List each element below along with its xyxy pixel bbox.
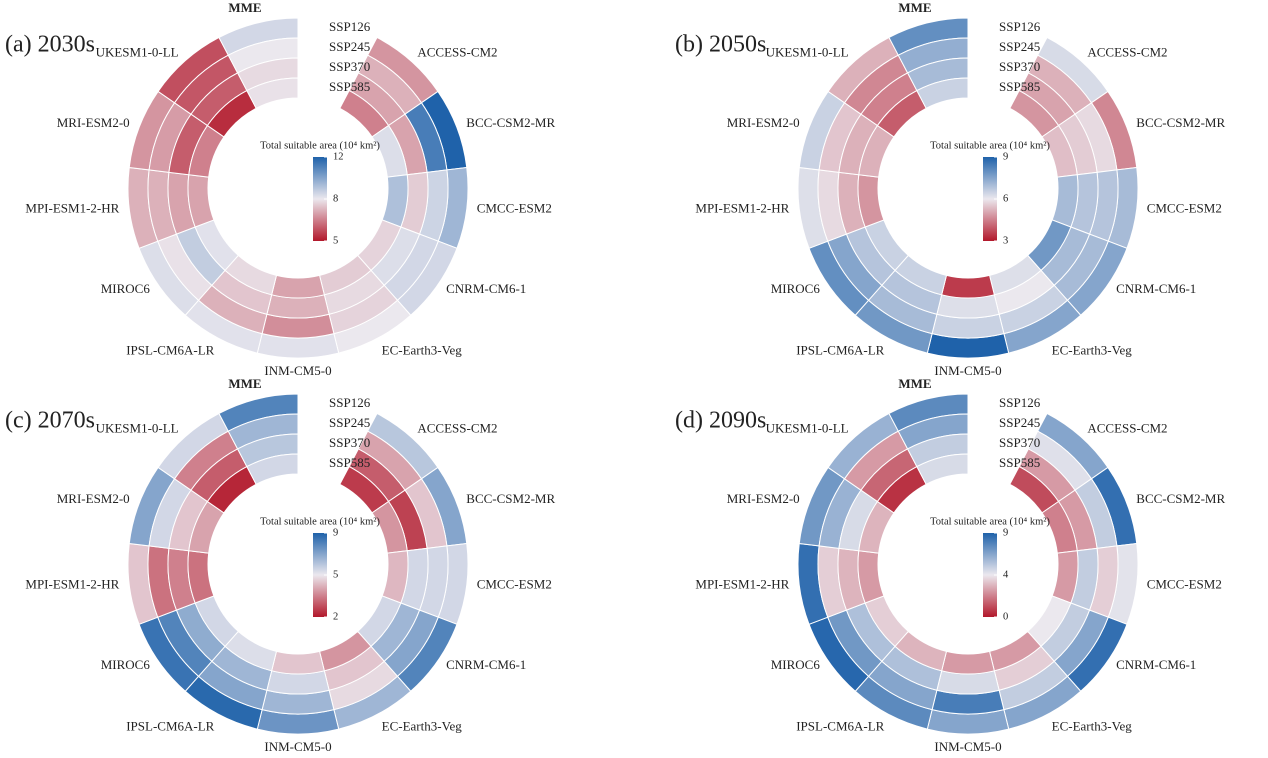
category-label: MRI-ESM2-0	[727, 115, 800, 130]
ring-label: SSP126	[329, 395, 371, 410]
colorbar-tick-label: 9	[1003, 527, 1008, 538]
category-label: UKESM1-0-LL	[766, 420, 849, 435]
category-label: MIROC6	[101, 281, 151, 296]
category-label: MRI-ESM2-0	[57, 115, 130, 130]
colorbar-tick-label: 0	[1003, 611, 1008, 622]
ring-label: SSP370	[999, 59, 1040, 74]
category-label: ACCESS-CM2	[1087, 420, 1167, 435]
colorbar	[313, 533, 327, 617]
ring-label: SSP370	[999, 435, 1040, 450]
category-label: EC-Earth3-Veg	[382, 718, 463, 733]
heat-cell	[246, 453, 299, 485]
colorbar-tick-label: 9	[1003, 151, 1008, 162]
category-label: MIROC6	[771, 281, 821, 296]
category-label: BCC-CSM2-MR	[1136, 491, 1225, 506]
heat-cell	[271, 274, 325, 299]
panel-title: (c) 2070s	[5, 408, 95, 434]
panel-title: (b) 2050s	[675, 32, 766, 58]
category-label: CMCC-ESM2	[477, 201, 552, 216]
category-label: IPSL-CM6A-LR	[126, 342, 214, 357]
colorbar-tick-label: 4	[1003, 569, 1009, 580]
colorbar-tick-label: 9	[333, 527, 338, 538]
category-label: MPI-ESM1-2-HR	[695, 577, 789, 592]
colorbar-tick-label: 8	[333, 193, 338, 204]
colorbar-label: Total suitable area (10⁴ km²)	[930, 516, 1050, 527]
category-label: CMCC-ESM2	[1147, 577, 1222, 592]
colorbar-tick-label: 2	[333, 611, 338, 622]
category-label: MIROC6	[771, 657, 821, 672]
category-label: CMCC-ESM2	[477, 577, 552, 592]
panel-title: (a) 2030s	[5, 32, 95, 58]
category-label: ACCESS-CM2	[1087, 44, 1167, 59]
ring-label: SSP245	[329, 39, 370, 54]
category-label: MPI-ESM1-2-HR	[25, 577, 119, 592]
ring-label: SSP245	[999, 39, 1040, 54]
category-label: MRI-ESM2-0	[57, 491, 130, 506]
colorbar-tick-label: 12	[333, 151, 344, 162]
heat-cell	[916, 453, 969, 485]
category-label: MME	[228, 376, 261, 391]
colorbar-label: Total suitable area (10⁴ km²)	[260, 140, 380, 151]
ring-label: SSP585	[999, 455, 1040, 470]
category-label: INM-CM5-0	[264, 739, 331, 753]
category-label: MPI-ESM1-2-HR	[695, 201, 789, 216]
category-label: MME	[898, 376, 931, 391]
category-label: MME	[228, 0, 261, 15]
heat-cell	[246, 77, 299, 109]
category-label: CNRM-CM6-1	[1116, 657, 1196, 672]
colorbar-tick-label: 5	[333, 235, 338, 246]
colorbar	[313, 157, 327, 241]
category-label: MME	[898, 0, 931, 15]
category-label: ACCESS-CM2	[417, 420, 497, 435]
ring-label: SSP245	[329, 415, 370, 430]
ring-label: SSP585	[329, 79, 370, 94]
ring-label: SSP126	[329, 19, 371, 34]
category-label: CMCC-ESM2	[1147, 201, 1222, 216]
category-label: EC-Earth3-Veg	[1052, 342, 1133, 357]
colorbar-tick-label: 3	[1003, 235, 1008, 246]
ring-label: SSP585	[329, 455, 370, 470]
category-label: MIROC6	[101, 657, 151, 672]
ring-label: SSP126	[999, 19, 1041, 34]
category-label: BCC-CSM2-MR	[1136, 115, 1225, 130]
colorbar-label: Total suitable area (10⁴ km²)	[930, 140, 1050, 151]
category-label: CNRM-CM6-1	[446, 281, 526, 296]
category-label: INM-CM5-0	[264, 363, 331, 378]
category-label: EC-Earth3-Veg	[1052, 718, 1133, 733]
ring-label: SSP370	[329, 435, 370, 450]
ring-label: SSP585	[999, 79, 1040, 94]
category-label: UKESM1-0-LL	[766, 44, 849, 59]
category-label: INM-CM5-0	[934, 363, 1001, 378]
colorbar-tick-label: 6	[1003, 193, 1008, 204]
category-label: CNRM-CM6-1	[1116, 281, 1196, 296]
category-label: ACCESS-CM2	[417, 44, 497, 59]
colorbar-label: Total suitable area (10⁴ km²)	[260, 516, 380, 527]
category-label: EC-Earth3-Veg	[382, 342, 463, 357]
heat-cell	[941, 650, 995, 675]
category-label: BCC-CSM2-MR	[466, 115, 555, 130]
category-label: IPSL-CM6A-LR	[126, 718, 214, 733]
ring-label: SSP245	[999, 415, 1040, 430]
category-label: BCC-CSM2-MR	[466, 491, 555, 506]
ring-label: SSP126	[999, 395, 1041, 410]
category-label: CNRM-CM6-1	[446, 657, 526, 672]
category-label: UKESM1-0-LL	[96, 44, 179, 59]
heat-cell	[941, 274, 995, 299]
colorbar	[983, 157, 997, 241]
panel-title: (d) 2090s	[675, 408, 766, 434]
ring-label: SSP370	[329, 59, 370, 74]
category-label: MRI-ESM2-0	[727, 491, 800, 506]
heat-cell	[271, 650, 325, 675]
category-label: UKESM1-0-LL	[96, 420, 179, 435]
category-label: IPSL-CM6A-LR	[796, 342, 884, 357]
colorbar-tick-label: 5	[333, 569, 338, 580]
heat-cell	[916, 77, 969, 109]
colorbar	[983, 533, 997, 617]
category-label: MPI-ESM1-2-HR	[25, 201, 119, 216]
category-label: IPSL-CM6A-LR	[796, 718, 884, 733]
category-label: INM-CM5-0	[934, 739, 1001, 753]
